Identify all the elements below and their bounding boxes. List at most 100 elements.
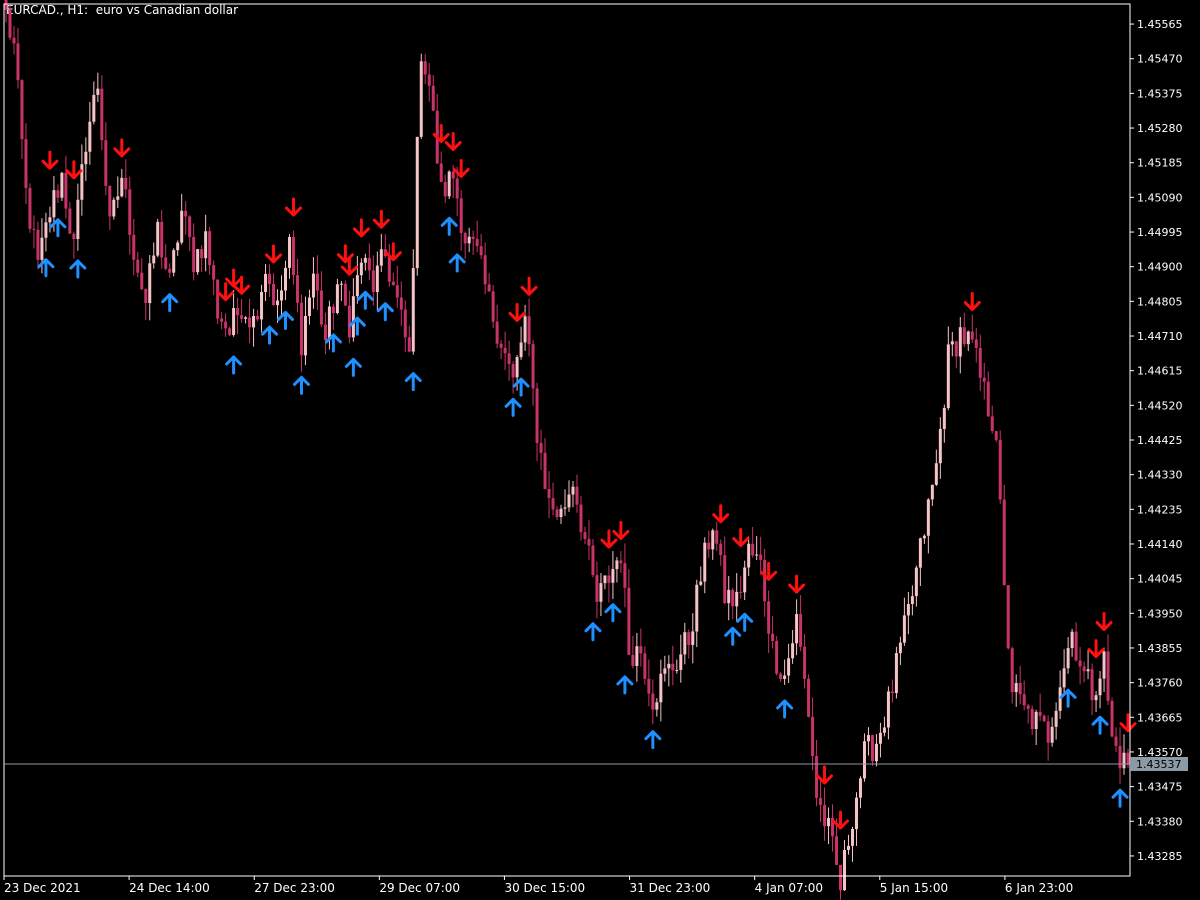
candle-body (531, 344, 535, 389)
sell-arrow-icon (284, 197, 302, 217)
current-price-group: 1.43537 (4, 756, 1188, 771)
candle-body (192, 237, 196, 273)
candle-body (962, 327, 966, 345)
candle-body (651, 693, 655, 710)
candle-body (455, 178, 459, 199)
candle-body (164, 257, 168, 269)
x-tick-label: 5 Jan 15:00 (880, 881, 948, 895)
candle-body (439, 163, 443, 182)
sell-arrow-icon (65, 160, 83, 180)
y-tick-label: 1.43950 (1137, 607, 1183, 620)
sell-arrow-icon (520, 276, 538, 296)
candle-body (391, 281, 395, 286)
candle-body (232, 308, 236, 336)
candle-body (707, 542, 711, 550)
candle-body (1122, 752, 1126, 769)
candle-body (591, 545, 595, 576)
candle-body (683, 632, 687, 655)
buy-arrow-icon (504, 397, 522, 417)
candle-body (411, 268, 415, 352)
candle-body (80, 164, 84, 200)
candle-body (291, 237, 295, 276)
sell-arrow-icon (963, 292, 981, 312)
buy-arrow-icon (512, 377, 530, 397)
candle-body (906, 603, 910, 616)
x-tick-label: 27 Dec 23:00 (254, 881, 335, 895)
candle-body (24, 139, 28, 189)
candle-body (703, 542, 707, 582)
candle-body (88, 121, 92, 152)
candle-body (839, 864, 843, 891)
candle-body (719, 543, 723, 556)
candle-body (862, 741, 866, 779)
candle-body (60, 172, 64, 198)
candle-body (120, 177, 124, 197)
candle-body (847, 845, 850, 850)
candle-body (843, 849, 847, 891)
candle-body (998, 439, 1002, 500)
y-tick-label: 1.43380 (1137, 815, 1183, 828)
buy-arrow-icon (37, 258, 55, 278)
candle-body (467, 236, 471, 244)
candle-body (1030, 708, 1034, 730)
candle-body (990, 416, 994, 432)
candle-body (942, 408, 946, 429)
candle-body (735, 591, 739, 607)
buy-arrow-icon (616, 675, 634, 695)
candle-body (208, 231, 212, 266)
candle-body (4, 0, 8, 10)
symbol-label: EURCAD., H1: (6, 3, 89, 17)
candle-body (803, 646, 807, 679)
candle-body (954, 341, 958, 357)
candle-body (56, 190, 60, 198)
candle-body (679, 654, 683, 670)
candle-body (359, 262, 363, 276)
candle-body (599, 583, 603, 602)
candle-body (375, 265, 379, 293)
buy-arrow-icon (1091, 715, 1109, 735)
candle-body (475, 238, 479, 247)
candle-body (635, 646, 639, 666)
candle-body (68, 208, 72, 234)
candle-body (140, 272, 144, 289)
sell-arrow-icon (732, 528, 750, 548)
sell-arrow-icon (508, 302, 526, 322)
sell-arrow-icon (41, 150, 59, 170)
buy-arrow-icon (776, 699, 794, 719)
candle-body (347, 305, 351, 338)
y-tick-label: 1.43285 (1137, 850, 1183, 863)
candle-body (711, 530, 715, 550)
candle-body (156, 221, 160, 256)
candle-body (224, 321, 228, 329)
buy-arrow-icon (736, 612, 754, 632)
buy-arrow-icon (49, 218, 67, 238)
candle-body (108, 185, 112, 217)
sell-arrow-icon (600, 529, 618, 549)
buy-arrow-icon (225, 355, 243, 375)
y-tick-label: 1.44330 (1137, 469, 1183, 482)
candle-body (691, 631, 695, 645)
candle-body (12, 37, 16, 44)
candle-body (783, 675, 787, 679)
candle-body (132, 234, 136, 260)
y-tick-label: 1.44615 (1137, 365, 1183, 378)
candle-body (667, 663, 671, 669)
candle-body (771, 633, 775, 641)
candle-body (491, 291, 495, 322)
candle-body (1086, 669, 1090, 672)
candle-body (180, 210, 184, 243)
candle-body (555, 509, 559, 518)
sell-arrow-icon (225, 268, 243, 288)
candle-body (563, 507, 567, 509)
candle-body (910, 596, 914, 604)
buy-arrow-icon (644, 730, 662, 750)
sell-arrow-icon (444, 132, 462, 152)
candle-body (112, 199, 116, 217)
candle-body (268, 273, 272, 284)
candle-body (535, 388, 539, 444)
candle-body (148, 263, 152, 304)
candle-body (946, 344, 950, 409)
candle-body (583, 532, 587, 539)
y-tick-label: 1.43760 (1137, 677, 1183, 690)
